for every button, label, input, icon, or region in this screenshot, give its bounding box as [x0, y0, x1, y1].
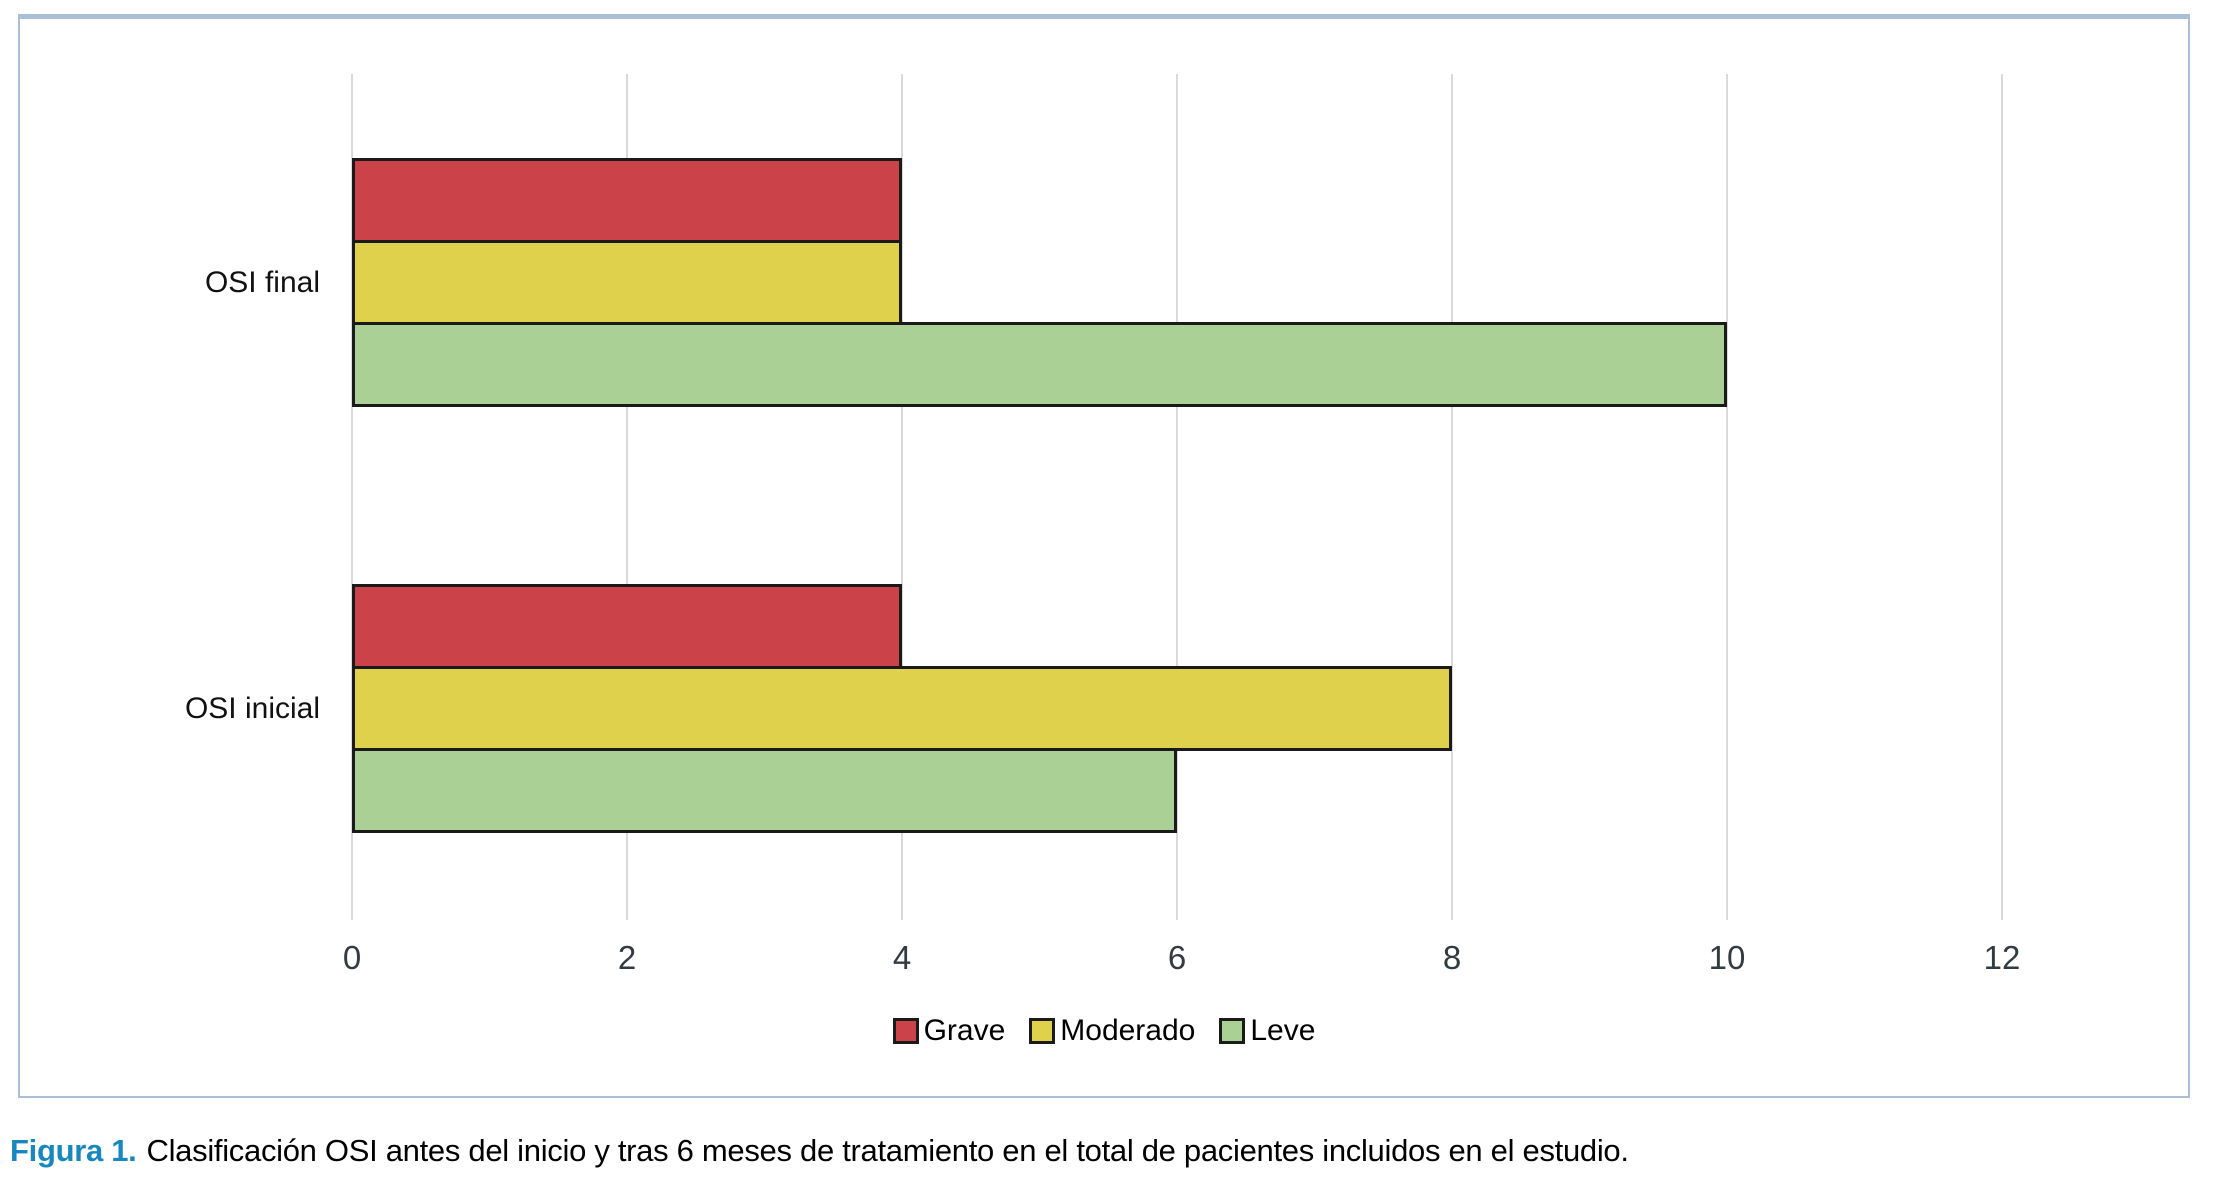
figure-caption: Figura 1. Clasificación OSI antes del ini…: [10, 1130, 2210, 1172]
gridline: [626, 74, 628, 920]
x-tick-label-8: 8: [1442, 939, 1462, 976]
legend-label-grave: Grave: [923, 1014, 1006, 1047]
legend-swatch-grave: [892, 1018, 919, 1044]
x-tick-label-12: 12: [1983, 939, 2021, 976]
x-tick-label-6: 6: [1167, 939, 1187, 976]
bar-leve-osi-final: [352, 322, 1727, 407]
bar-leve-osi-inicial: [352, 748, 1177, 833]
gridline: [2001, 74, 2003, 920]
legend-swatch-leve: [1219, 1018, 1246, 1044]
legend-swatch-moderado: [1029, 1018, 1056, 1044]
x-tick-label-2: 2: [617, 939, 637, 976]
gridline: [1451, 74, 1453, 920]
gridline: [351, 74, 353, 920]
legend-item-leve: Leve: [1219, 1014, 1315, 1048]
bar-grave-osi-inicial: [352, 584, 902, 669]
legend-label-leve: Leve: [1250, 1014, 1316, 1047]
legend-item-grave: Grave: [892, 1014, 1006, 1048]
legend-label-moderado: Moderado: [1060, 1014, 1196, 1047]
chart-legend: Grave Moderado Leve: [18, 1014, 2190, 1048]
gridline: [901, 74, 903, 920]
bar-grave-osi-final: [352, 158, 902, 243]
gridline: [1176, 74, 1178, 920]
category-label-osi-final: OSI final: [204, 265, 320, 299]
chart-panel: [18, 14, 2190, 1098]
x-tick-label-4: 4: [892, 939, 912, 976]
legend-item-moderado: Moderado: [1029, 1014, 1195, 1048]
category-label-osi-inicial: OSI inicial: [184, 691, 320, 725]
x-tick-label-10: 10: [1708, 939, 1746, 976]
caption-text: Clasificación OSI antes del inicio y tra…: [146, 1133, 1629, 1168]
x-tick-label-0: 0: [342, 939, 362, 976]
caption-label: Figura 1.: [10, 1133, 137, 1168]
bar-moderado-osi-final: [352, 240, 902, 325]
bar-moderado-osi-inicial: [352, 666, 1452, 751]
gridline: [1726, 74, 1728, 920]
